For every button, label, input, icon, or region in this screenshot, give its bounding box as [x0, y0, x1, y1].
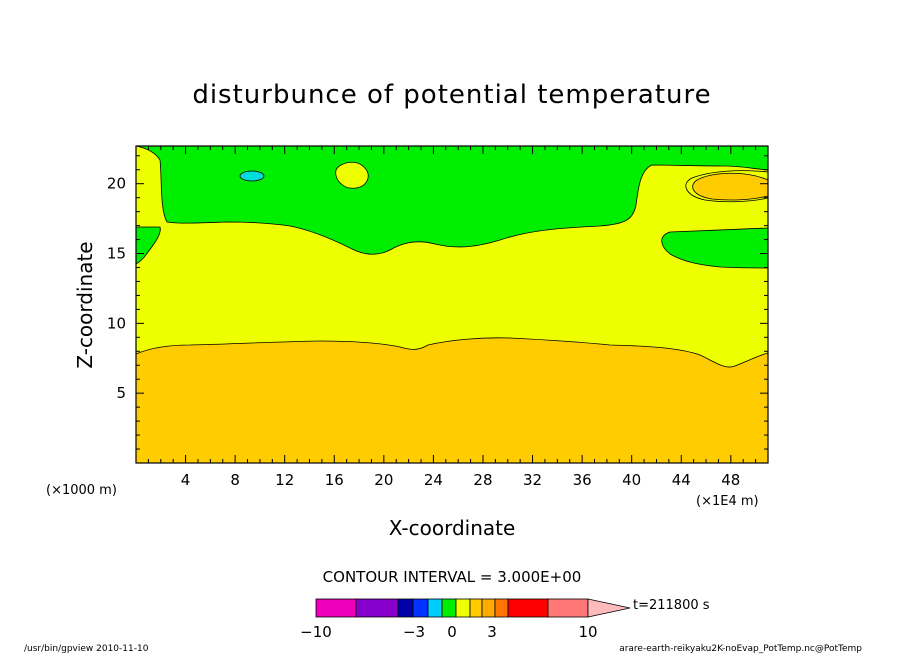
colorbar-segment: [507, 598, 549, 618]
y-tick-label: 15: [107, 245, 126, 263]
level-minus3-to-0-region-right: [661, 227, 769, 269]
x-tick-label: 44: [672, 471, 691, 489]
footer-left: /usr/bin/gpview 2010-11-10: [24, 644, 149, 654]
colorbar-segment: [469, 598, 483, 618]
colorbar-segment: [355, 598, 399, 618]
colorbar-tick-label: 0: [447, 623, 457, 641]
x-unit-right-label: (×1E4 m): [696, 494, 759, 509]
colorbar-arrow: [587, 598, 631, 618]
x-tick-label: 24: [424, 471, 443, 489]
colorbar-tick-label: −10: [300, 623, 332, 641]
colorbar-segment: [441, 598, 457, 618]
colorbar-segment: [455, 598, 471, 618]
x-tick-label: 36: [573, 471, 592, 489]
colorbar-segment: [315, 598, 357, 618]
x-tick-label: 16: [325, 471, 344, 489]
plot-frame: [135, 145, 769, 464]
colorbar-segment: [547, 598, 589, 618]
colorbar-segment: [481, 598, 496, 618]
contour-interval-label: CONTOUR INTERVAL = 3.000E+00: [323, 568, 582, 586]
x-tick-label: 12: [275, 471, 294, 489]
level-minus3-to-0-region-top: [135, 145, 769, 255]
x-tick-label: 32: [523, 471, 542, 489]
chart-title: disturbunce of potential temperature: [192, 80, 711, 110]
colorbar-tick-label: 10: [578, 623, 597, 641]
footer-right: arare-earth-reikyaku2K-noEvap_PotTemp.nc…: [619, 644, 862, 654]
plot-area: [135, 145, 769, 464]
level-3-to-6-inner-upper-right: [692, 172, 769, 201]
x-tick-label: 40: [622, 471, 641, 489]
level-3-to-6-region: [135, 337, 769, 464]
level-minus3-to-0-region-left: [135, 226, 161, 265]
level-minus6-to-minus3-region: [239, 170, 265, 182]
level-0-to-3-hole-upper-middle: [335, 161, 369, 189]
y-axis-title: Z-coordinate: [73, 241, 97, 368]
y-tick-label: 5: [116, 384, 126, 402]
y-axis: 5 10 15 20: [107, 155, 768, 450]
x-tick-label: 20: [374, 471, 393, 489]
colorbar-tick-label: 3: [487, 623, 497, 641]
x-tick-label: 28: [473, 471, 492, 489]
colorbar-segment: [494, 598, 509, 618]
x-tick-label: 48: [721, 471, 740, 489]
colorbar: −10 −3 0 3 10: [300, 598, 631, 641]
colorbar-tick-label: −3: [403, 623, 425, 641]
x-tick-label: 4: [181, 471, 191, 489]
x-axis: 4 8 12 16 20 24 28 32 36 40 44 48: [147, 146, 769, 489]
x-unit-left-label: (×1000 m): [46, 483, 117, 498]
time-label: t=211800 s: [633, 598, 710, 613]
y-tick-label: 20: [107, 175, 126, 193]
y-tick-label: 10: [107, 314, 126, 332]
x-axis-title: X-coordinate: [389, 516, 516, 540]
x-tick-label: 8: [230, 471, 240, 489]
colorbar-segment: [427, 598, 443, 618]
colorbar-segment: [397, 598, 414, 618]
colorbar-segment: [412, 598, 429, 618]
